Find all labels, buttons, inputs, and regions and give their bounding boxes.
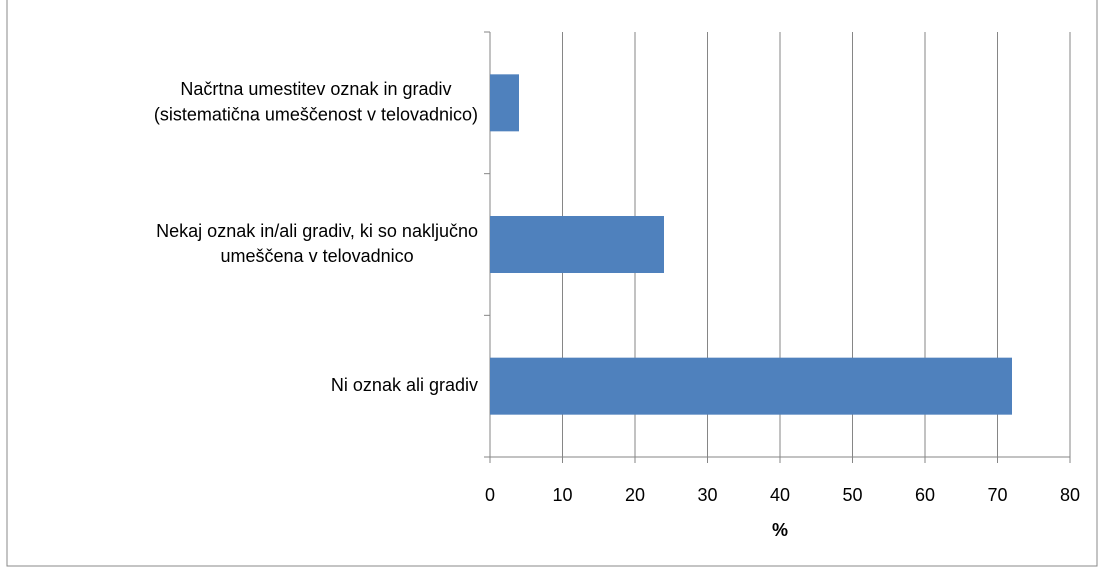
x-tick-label: 30 [697,485,717,505]
y-tick-label: Načrtna umestitev oznak in gradiv (sistem… [154,79,478,124]
x-tick-label: 50 [842,485,862,505]
x-axis-label: % [772,520,788,540]
x-tick-label: 20 [625,485,645,505]
x-tick-label: 60 [915,485,935,505]
x-tick-label: 80 [1060,485,1080,505]
chart-frame [6,0,1098,567]
x-tick-label: 70 [987,485,1007,505]
x-tick-label: 10 [552,485,572,505]
bar [490,74,519,132]
y-tick-label: Nekaj oznak in/ali gradiv, ki so naključ… [156,221,478,266]
x-tick-label: 40 [770,485,790,505]
bar [490,357,1012,415]
x-tick-label: 0 [485,485,495,505]
bar [490,216,664,273]
y-tick-label: Ni oznak ali gradiv [331,375,478,395]
